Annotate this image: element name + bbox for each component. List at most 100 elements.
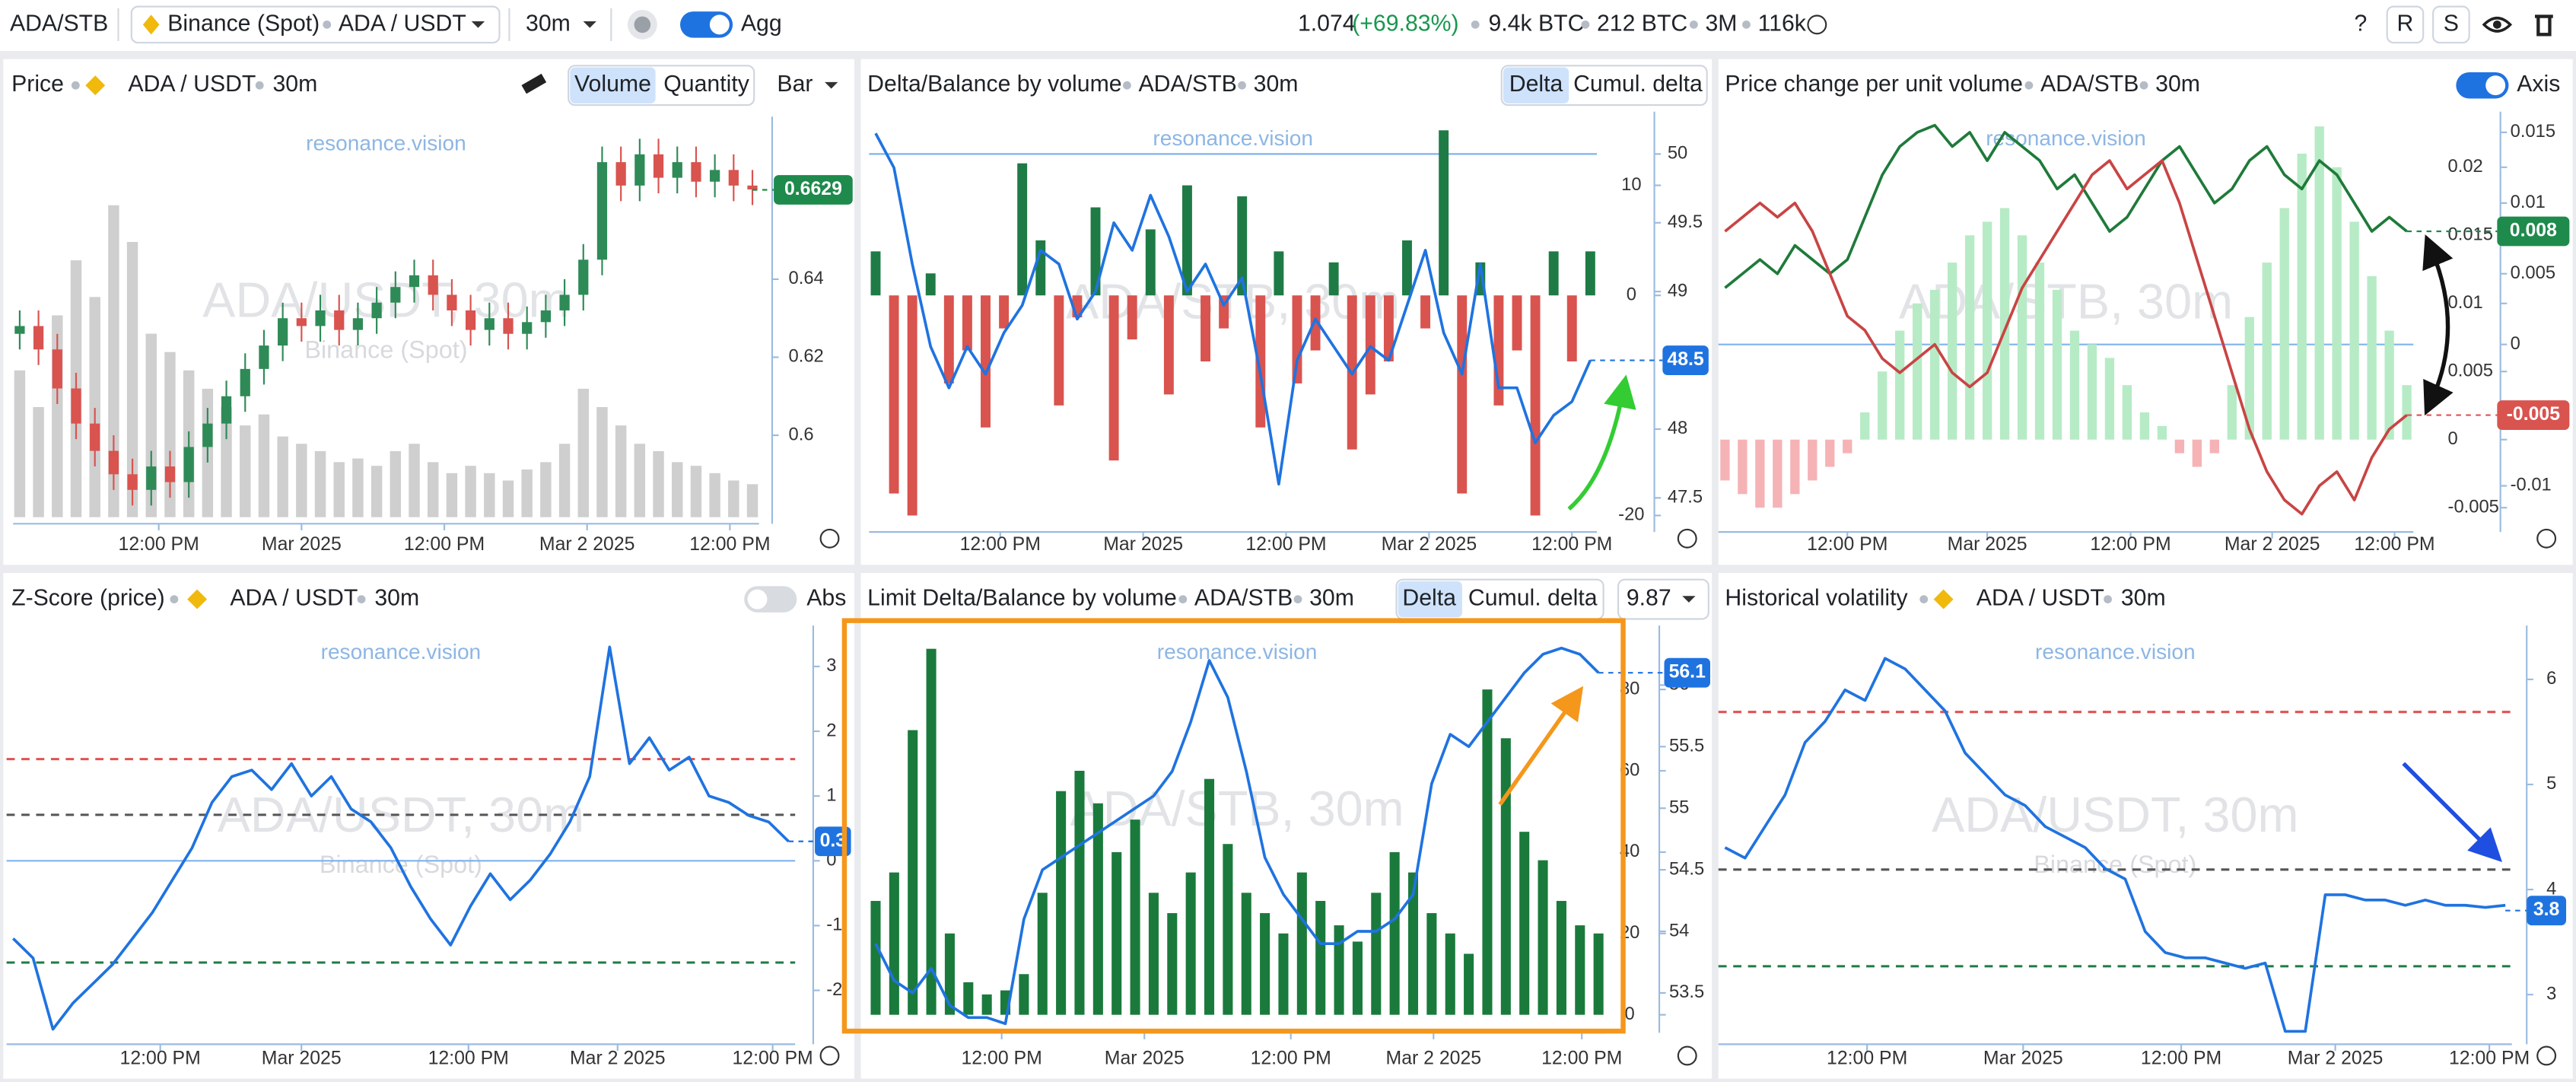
symbol[interactable]: ADA/STB — [10, 11, 108, 36]
volume-bar — [615, 425, 627, 517]
y-tick-label: 50 — [1668, 144, 1687, 164]
exchange[interactable]: Binance (Spot) — [167, 11, 320, 36]
bar — [944, 933, 955, 1015]
info-icon[interactable] — [819, 528, 840, 549]
bar — [1575, 925, 1585, 1015]
candle-body — [183, 447, 194, 482]
bar — [1913, 303, 1922, 440]
bar — [1464, 953, 1474, 1015]
button-active[interactable] — [1398, 581, 1462, 618]
exchange-icon — [187, 589, 208, 609]
button[interactable]: Quantity — [663, 72, 749, 97]
button-active[interactable] — [570, 67, 656, 103]
threshold[interactable]: 9.87 — [1627, 586, 1671, 611]
dot — [2024, 81, 2034, 90]
bar — [2157, 425, 2167, 440]
bar — [907, 295, 918, 516]
annotation-arrow — [1498, 686, 1584, 806]
bar — [1860, 412, 1870, 440]
eye-icon[interactable] — [2482, 17, 2513, 33]
button-active[interactable] — [1503, 67, 1569, 103]
candle-body — [710, 170, 720, 182]
bar — [1296, 872, 1307, 1015]
bar — [1964, 235, 1975, 440]
price-label-box — [2527, 896, 2567, 926]
volume-bar — [258, 414, 270, 517]
bar — [2384, 330, 2394, 440]
chart-type[interactable]: Bar — [777, 72, 813, 97]
y-tick-label: 49.5 — [1668, 212, 1703, 232]
info-icon[interactable] — [1807, 14, 1827, 35]
x-tick-label: Mar 2025 — [1105, 1048, 1185, 1068]
bar — [1108, 295, 1119, 461]
panel-title: Historical volatility — [1725, 586, 1908, 611]
bar — [1566, 295, 1577, 361]
button[interactable]: Volume — [574, 72, 651, 97]
button[interactable]: Cumul. delta — [1468, 586, 1598, 611]
bar — [1790, 439, 1800, 495]
r-button[interactable] — [2386, 5, 2425, 44]
bar — [1999, 208, 2010, 440]
bar — [1278, 933, 1289, 1015]
x-tick-label: Mar 2025 — [1983, 1048, 2063, 1068]
bar — [1223, 844, 1233, 1015]
y-tick-label: 5 — [2546, 774, 2556, 794]
bar — [1457, 295, 1468, 494]
dot — [1742, 20, 1751, 29]
candle-body — [334, 310, 345, 330]
y-tick-label: 0.015 — [2511, 122, 2555, 142]
bar — [908, 730, 918, 1015]
toggle-knob — [709, 14, 730, 35]
candle-body — [484, 318, 495, 330]
bar — [2297, 153, 2307, 440]
record-icon — [634, 16, 651, 33]
bar — [1895, 330, 1905, 440]
s-label[interactable]: S — [2444, 11, 2459, 36]
bar — [1163, 295, 1174, 395]
y-tick-label: 2 — [826, 721, 836, 740]
candle-body — [33, 326, 44, 350]
button[interactable]: Cumul. delta — [1573, 72, 1703, 97]
trash-icon[interactable] — [2535, 14, 2553, 37]
info-icon[interactable] — [819, 1045, 840, 1066]
bar — [1201, 295, 1210, 361]
watermark: resonance.vision — [321, 640, 482, 664]
volume-bar — [390, 450, 402, 517]
market-select[interactable] — [130, 5, 501, 44]
info-icon[interactable] — [2536, 1045, 2557, 1066]
ruler-icon[interactable] — [521, 73, 547, 94]
line — [1724, 123, 2408, 289]
panel-title: Price change per unit volume — [1725, 72, 2023, 97]
x-tick-label: Mar 2 2025 — [2288, 1048, 2384, 1068]
pair[interactable]: ADA / USDT — [339, 11, 466, 36]
y-tick-label: 4 — [2546, 879, 2556, 899]
threshold-select[interactable] — [1617, 578, 1709, 620]
bar — [889, 295, 899, 494]
info-icon[interactable] — [1677, 1045, 1697, 1066]
candle-body — [428, 275, 438, 295]
y-tick-label: 48 — [1668, 418, 1687, 438]
help-button[interactable]: ? — [2354, 11, 2367, 36]
s-button[interactable] — [2432, 5, 2470, 44]
bar — [2227, 385, 2237, 440]
bar — [1127, 295, 1137, 340]
panel-symbol: ADA / USDT — [1977, 586, 2104, 611]
x-tick-label: Mar 2 2025 — [570, 1048, 666, 1068]
button[interactable]: Delta — [1402, 586, 1456, 611]
dot — [1178, 595, 1188, 603]
watermark: Binance (Spot) — [304, 336, 467, 363]
bar — [2209, 439, 2219, 453]
interval[interactable]: 30m — [526, 11, 571, 36]
r-label[interactable]: R — [2397, 11, 2414, 36]
bar — [1292, 295, 1302, 383]
info-icon[interactable] — [1677, 528, 1697, 549]
button[interactable]: Delta — [1509, 72, 1563, 97]
bar — [1843, 439, 1852, 453]
x-tick-label: 12:00 PM — [2449, 1048, 2530, 1068]
volume-bar — [277, 436, 288, 517]
bar — [999, 295, 1010, 329]
info-icon[interactable] — [2536, 528, 2557, 549]
bar — [1017, 163, 1028, 296]
volume-bar — [409, 444, 420, 517]
price-label: -0.005 — [2507, 404, 2561, 425]
